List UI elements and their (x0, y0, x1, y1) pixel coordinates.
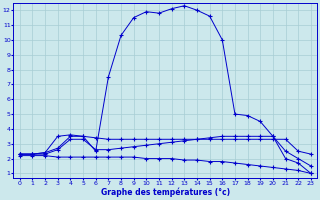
X-axis label: Graphe des températures (°c): Graphe des températures (°c) (101, 188, 230, 197)
